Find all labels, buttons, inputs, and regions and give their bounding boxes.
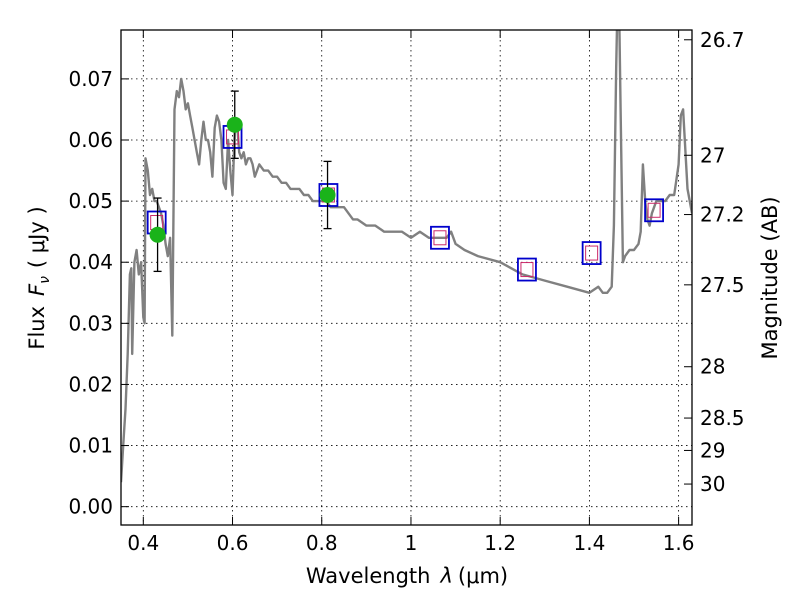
- magnitude-tick-label: 28.5: [700, 406, 745, 430]
- y-axis-label: FluxFν( μJy ): [25, 206, 53, 349]
- observed-photometry-point: [149, 226, 166, 243]
- model-photometry-square: [430, 225, 450, 250]
- model-photometry-square: [517, 257, 537, 282]
- x-axis-ticks: 0.4 0.6 0.8 1 1.2 1.4 1.6: [127, 30, 695, 555]
- plot-frame: [120, 29, 693, 526]
- y-tick-label: 0.01: [68, 434, 113, 458]
- x-tick-label: 0.8: [306, 531, 338, 555]
- model-photometry-inner-square: [520, 262, 534, 278]
- magnitude-axis-ticks: 26.7 27 27.2 27.5 28 28.5 29 30: [684, 28, 745, 496]
- magnitude-tick-label: 27.2: [700, 203, 745, 227]
- model-photometry-inner-square: [585, 245, 599, 261]
- magnitude-tick-label: 27: [700, 143, 725, 167]
- x-tick-label: 1.2: [484, 531, 516, 555]
- observed-photometry-point: [319, 187, 336, 203]
- magnitude-tick-label: 26.7: [700, 28, 745, 52]
- y-tick-label: 0.00: [68, 495, 113, 519]
- y-axis-ticks: 0.00 0.01 0.02 0.03 0.04 0.05 0.06 0.07: [68, 67, 129, 519]
- x-tick-label: 0.6: [217, 531, 249, 555]
- x-tick-label: 1: [405, 531, 418, 555]
- y-tick-label: 0.03: [68, 311, 113, 335]
- model-photometry-square: [318, 183, 339, 207]
- magnitude-tick-label: 28: [700, 355, 725, 379]
- observed-photometry-point: [226, 116, 243, 133]
- model-photometry-square: [581, 241, 602, 265]
- y-tick-label: 0.07: [68, 67, 113, 91]
- x-tick-label: 1.6: [663, 531, 695, 555]
- plot-area: [121, 30, 692, 483]
- grid: [121, 30, 692, 525]
- magnitude-tick-label: 27.5: [700, 273, 745, 297]
- y-tick-label: 0.05: [68, 189, 113, 213]
- magnitude-tick-label: 30: [700, 472, 725, 496]
- y-tick-label: 0.06: [68, 128, 113, 152]
- model-spectrum-line: [121, 30, 692, 483]
- model-photometry-inner-square: [647, 202, 661, 218]
- observed-photometry-markers: [149, 90, 336, 273]
- magnitude-axis-label: Magnitude (AB): [758, 196, 782, 359]
- y-tick-label: 0.02: [68, 372, 113, 396]
- x-tick-label: 1.4: [573, 531, 605, 555]
- x-axis-label: Wavelength λ (μm): [306, 564, 508, 588]
- y-tick-label: 0.04: [68, 250, 113, 274]
- magnitude-tick-label: 29: [700, 438, 725, 462]
- model-photometry-inner-square: [433, 230, 447, 246]
- x-tick-label: 0.4: [127, 531, 159, 555]
- model-photometry-square: [644, 198, 664, 223]
